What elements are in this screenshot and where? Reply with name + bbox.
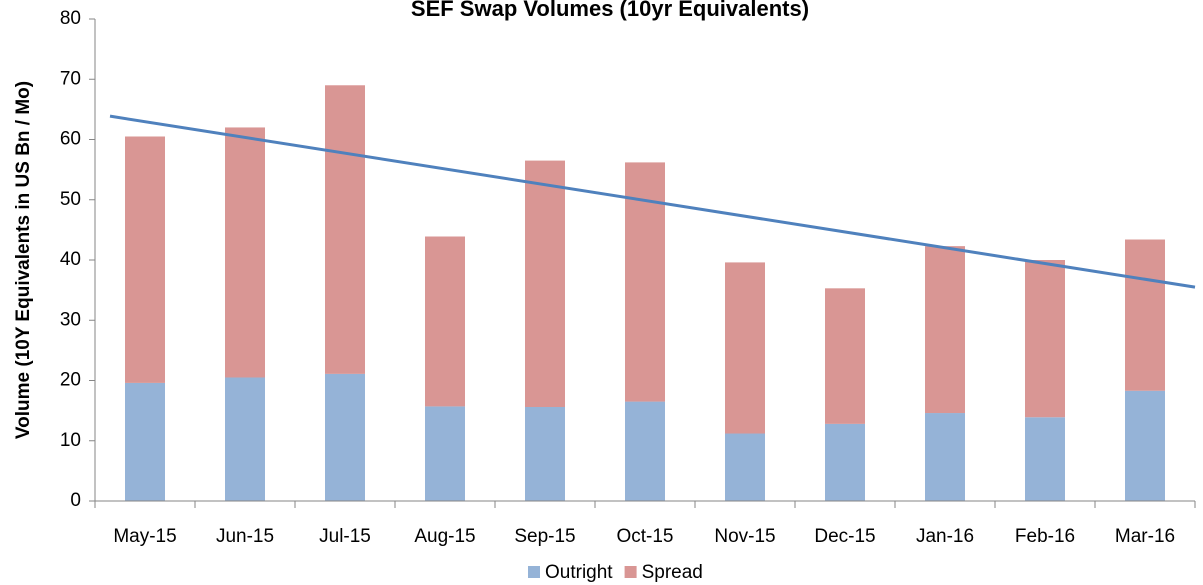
x-tick-label: Jan-16	[916, 526, 974, 547]
y-tick-label: 40	[60, 249, 81, 270]
bar-segment	[925, 413, 965, 501]
bar-segment	[1025, 417, 1065, 501]
y-tick-label: 10	[60, 430, 81, 451]
bar-segment	[1125, 239, 1165, 391]
bar-segment	[125, 382, 165, 501]
bar-segment	[725, 262, 765, 434]
x-tick-label: Aug-15	[414, 526, 475, 547]
chart-title: SEF Swap Volumes (10yr Equivalents)	[411, 0, 809, 21]
bar-segment	[225, 377, 265, 501]
legend-label: Outright	[545, 562, 613, 583]
bar-segment	[825, 288, 865, 424]
y-tick-label: 80	[60, 8, 81, 29]
bar-segment	[325, 85, 365, 374]
bar-segment	[925, 246, 965, 414]
y-axis-label: Volume (10Y Equivalents in US Bn / Mo)	[13, 81, 34, 439]
legend-swatch	[528, 566, 540, 578]
x-tick-label: Jun-15	[216, 526, 274, 547]
bar-segment	[425, 236, 465, 407]
bar-segment	[1125, 390, 1165, 501]
trendline	[109, 114, 1196, 289]
y-tick-label: 30	[60, 309, 81, 330]
x-tick-label: Nov-15	[714, 526, 775, 547]
x-tick-label: Mar-16	[1115, 526, 1175, 547]
bar-segment	[125, 136, 165, 383]
x-tick-label: Feb-16	[1015, 526, 1075, 547]
y-tick-label: 20	[60, 370, 81, 391]
bar-segment	[525, 160, 565, 408]
legend-swatch	[624, 566, 637, 578]
y-tick-label: 0	[70, 490, 81, 511]
bar-segment	[425, 406, 465, 501]
x-tick-label: Dec-15	[814, 526, 875, 547]
y-tick-label: 50	[60, 189, 81, 210]
bar-segment	[1025, 260, 1065, 418]
x-tick-label: Jul-15	[319, 526, 371, 547]
y-tick-label: 60	[60, 129, 81, 150]
x-tick-label: Sep-15	[514, 526, 575, 547]
y-tick-label: 70	[60, 68, 81, 89]
x-tick-label: Oct-15	[616, 526, 673, 547]
bar-segment	[225, 127, 265, 378]
bar-segment	[325, 373, 365, 501]
bar-segment	[725, 433, 765, 501]
x-tick-label: May-15	[113, 526, 176, 547]
bar-segment	[525, 407, 565, 501]
bar-segment	[825, 423, 865, 501]
legend-label: Spread	[642, 562, 703, 583]
bar-segment	[625, 401, 665, 501]
